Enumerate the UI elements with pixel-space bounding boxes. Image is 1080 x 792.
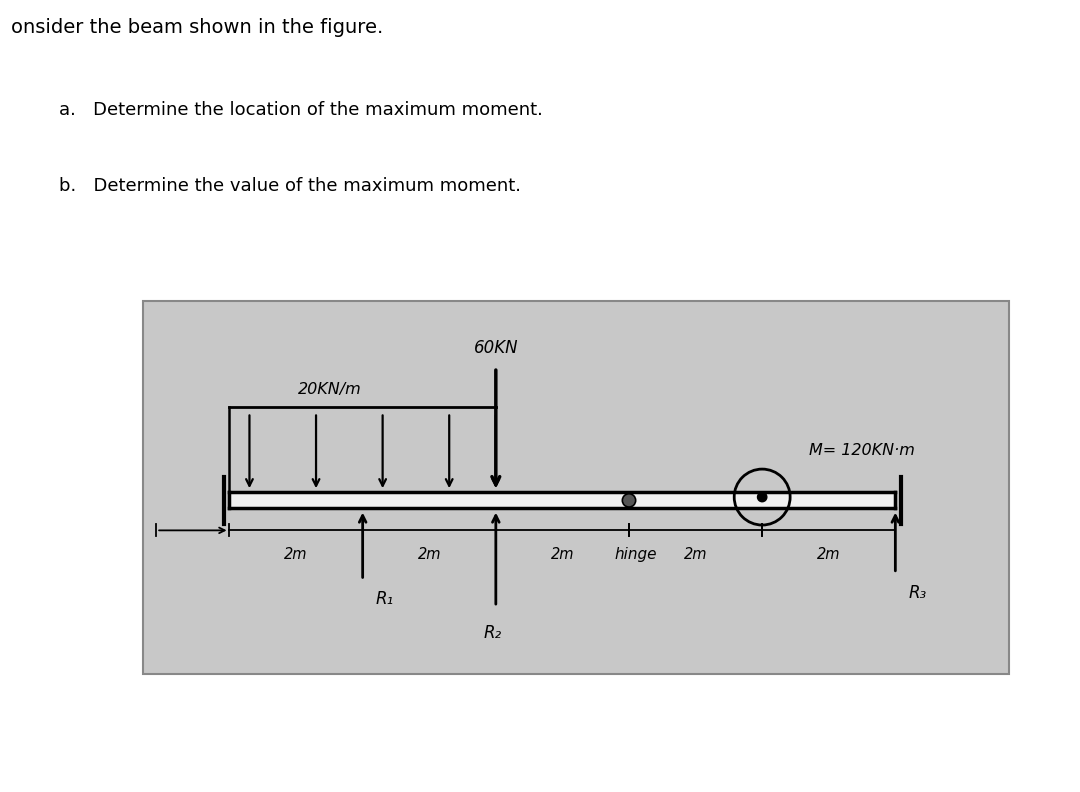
Text: 20KN/m: 20KN/m <box>297 383 361 398</box>
Text: R₃: R₃ <box>908 584 927 602</box>
FancyBboxPatch shape <box>143 301 1009 673</box>
Text: b.   Determine the value of the maximum moment.: b. Determine the value of the maximum mo… <box>59 177 522 196</box>
Text: 2m: 2m <box>684 547 707 562</box>
Circle shape <box>622 493 636 507</box>
Text: hinge: hinge <box>615 547 657 562</box>
Text: M= 120KN·m: M= 120KN·m <box>809 443 915 458</box>
Text: 2m: 2m <box>816 547 840 562</box>
Text: 2m: 2m <box>551 547 575 562</box>
Text: R₂: R₂ <box>484 623 501 642</box>
Text: R₁: R₁ <box>376 590 394 608</box>
Bar <box>229 493 895 508</box>
Text: 2m: 2m <box>418 547 441 562</box>
Text: 60KN: 60KN <box>473 339 518 357</box>
Circle shape <box>757 493 767 501</box>
Text: a.   Determine the location of the maximum moment.: a. Determine the location of the maximum… <box>59 101 543 120</box>
Text: 2m: 2m <box>284 547 308 562</box>
Text: onsider the beam shown in the figure.: onsider the beam shown in the figure. <box>11 17 383 36</box>
